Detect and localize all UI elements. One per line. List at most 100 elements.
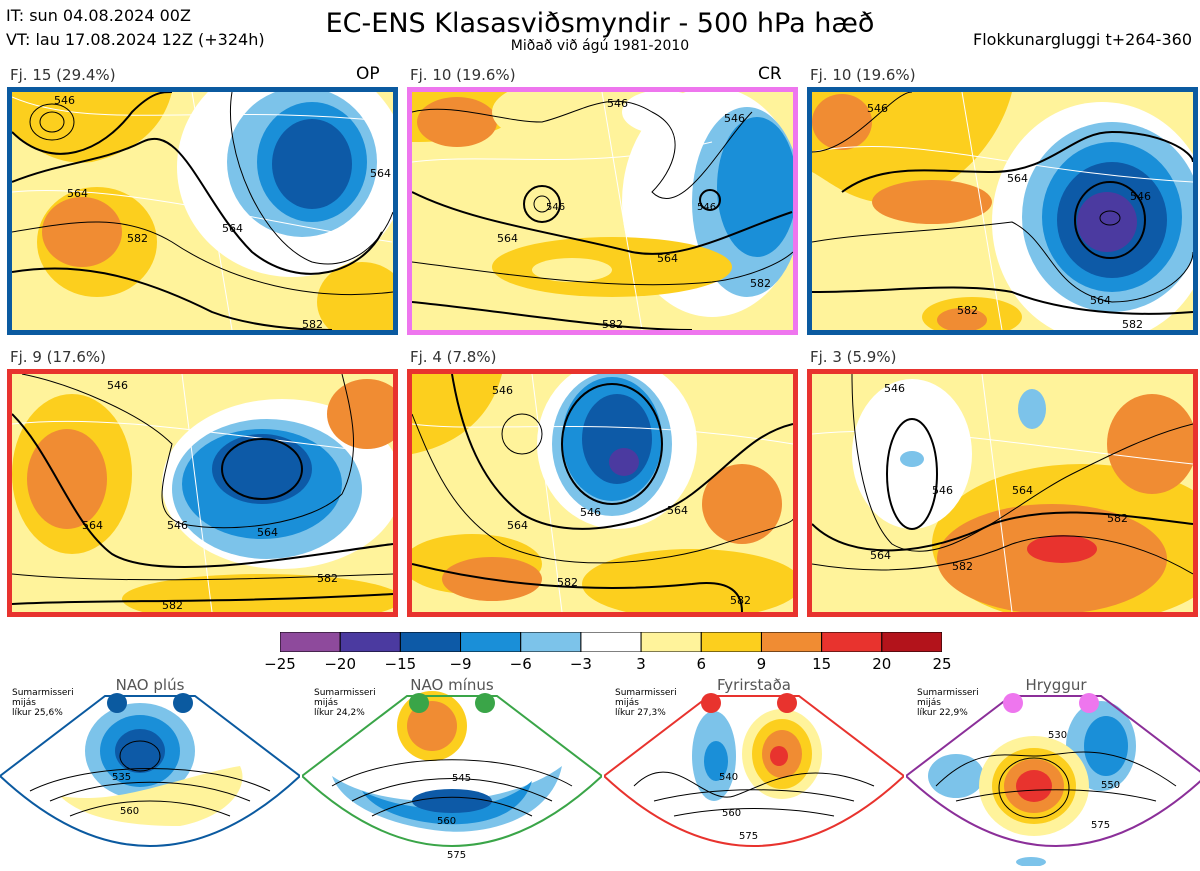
colorbar-tick-label: 25 <box>932 655 952 673</box>
colorbar-segment <box>460 632 522 652</box>
panel-3-contour-label: 546 <box>867 102 888 115</box>
panel-2-contour-label: 564 <box>657 252 678 265</box>
cluster-map-6: 546 546 564 564 582 582 <box>807 369 1198 617</box>
regime-1-contour-label: 560 <box>120 806 139 817</box>
panel-6-contour-label: 564 <box>1012 484 1033 497</box>
panel-1-contour-label: 564 <box>67 187 88 200</box>
regime-2-map: 545 560 575 <box>302 691 602 861</box>
regime-4-map: 530 550 575 <box>906 693 1200 866</box>
cluster-map-2: 546 546 546 546 564 564 582 582 <box>407 87 798 335</box>
init-time: IT: sun 04.08.2024 00Z <box>6 6 191 25</box>
panel-4-contour-label: 546 <box>107 379 128 392</box>
panel-5-contour-label: 564 <box>667 504 688 517</box>
panel-1-tag: OP <box>356 64 380 84</box>
colorbar-segment <box>640 632 702 652</box>
panel-1-contour-label: 546 <box>54 94 75 107</box>
colorbar-tick-label: −3 <box>569 655 592 673</box>
regime-1-info: Sumarmisseri mijás líkur 25,6% <box>12 688 74 718</box>
panel-1-contour-label: 564 <box>222 222 243 235</box>
panel-3-label: Fj. 10 (19.6%) <box>810 66 916 84</box>
regime-4-likelihood: líkur 22,9% <box>917 708 968 718</box>
regime-1-map: 535 560 <box>0 693 300 847</box>
panel-1-contour-label: 582 <box>127 232 148 245</box>
cluster-map-3: 546 564 546 564 582 582 <box>807 87 1198 335</box>
panel-6-contour-label: 582 <box>952 560 973 573</box>
panel-3-contour-label: 564 <box>1007 172 1028 185</box>
regime-2-name: NAO mínus <box>410 676 494 694</box>
colorbar-segment <box>399 632 462 652</box>
panel-3-contour-label: 546 <box>1130 190 1151 203</box>
colorbar-tick-label: −20 <box>324 655 356 673</box>
regime-4-contour-label: 575 <box>1091 820 1110 831</box>
panel-2-contour-label: 564 <box>497 232 518 245</box>
panel-5-label: Fj. 4 (7.8%) <box>410 348 497 366</box>
regime-2-info: Sumarmisseri mijás líkur 24,2% <box>314 688 376 718</box>
regime-1-contour-label: 535 <box>112 772 131 783</box>
regime-3-contour-label: 575 <box>739 831 758 842</box>
panel-5-contour-label: 546 <box>492 384 513 397</box>
colorbar-segment <box>520 632 582 652</box>
regime-4-season: Sumarmisseri <box>917 688 979 698</box>
colorbar-segment <box>580 632 642 652</box>
regime-1-tier: mijás <box>12 698 36 708</box>
panel-4-contour-label: 564 <box>82 519 103 532</box>
regime-4-contour-label: 530 <box>1048 730 1067 741</box>
colorbar-tick-label: −6 <box>509 655 532 673</box>
panel-4-contour-label: 564 <box>257 526 278 539</box>
panel-4-label: Fj. 9 (17.6%) <box>10 348 106 366</box>
panel-4-contour-label: 582 <box>317 572 338 585</box>
regime-3-name: Fyrirstaða <box>717 676 791 694</box>
panel-6-label: Fj. 3 (5.9%) <box>810 348 897 366</box>
regime-3-info: Sumarmisseri mijás líkur 27,3% <box>615 688 677 718</box>
colorbar-segment <box>700 632 762 652</box>
panel-2-tag: CR <box>758 64 782 84</box>
regime-2-contour-label: 545 <box>452 773 471 784</box>
panel-2-label: Fj. 10 (19.6%) <box>410 66 516 84</box>
regime-2-contour-label: 560 <box>437 816 456 827</box>
regime-2-likelihood: líkur 24,2% <box>314 708 365 718</box>
colorbar-tick-label: 3 <box>636 655 646 673</box>
panel-6-contour-label: 546 <box>884 382 905 395</box>
panel-5-contour-label: 564 <box>507 519 528 532</box>
colorbar-segment <box>821 632 883 652</box>
regime-4-info: Sumarmisseri mijás líkur 22,9% <box>917 688 979 718</box>
panel-1-contour-label: 582 <box>302 318 323 330</box>
panel-6-contour-label: 564 <box>870 549 891 562</box>
classification-window: Flokkunargluggi t+264-360 <box>973 30 1192 49</box>
colorbar-tick-label: −9 <box>449 655 472 673</box>
regime-2-season: Sumarmisseri <box>314 688 376 698</box>
colorbar <box>280 632 942 652</box>
colorbar-tick-label: 20 <box>872 655 892 673</box>
panel-2-contour-label: 546 <box>697 202 716 213</box>
colorbar-segment <box>339 632 401 652</box>
panel-3-contour-label: 582 <box>957 304 978 317</box>
panel-5-contour-label: 582 <box>557 576 578 589</box>
cluster-map-4: 546 564 546 564 582 582 <box>7 369 398 617</box>
panel-2-contour-label: 546 <box>724 112 745 125</box>
panel-5-contour-label: 546 <box>580 506 601 519</box>
panel-2-contour-label: 546 <box>546 202 565 213</box>
regime-2-tier: mijás <box>314 698 338 708</box>
cluster-map-5: 546 546 564 564 582 582 <box>407 369 798 617</box>
panel-2-contour-label: 582 <box>750 277 771 290</box>
panel-6-contour-label: 582 <box>1107 512 1128 525</box>
regime-4-tier: mijás <box>917 698 941 708</box>
colorbar-segment <box>280 632 341 652</box>
regime-3-map: 540 560 575 <box>604 693 904 847</box>
panel-3-contour-label: 582 <box>1122 318 1143 330</box>
colorbar-segment <box>881 632 942 652</box>
colorbar-tick-label: −15 <box>384 655 417 673</box>
colorbar-tick-label: 6 <box>696 655 707 673</box>
colorbar-tick-label: −25 <box>264 655 296 673</box>
regime-3-contour-label: 540 <box>719 772 738 783</box>
page-title: EC-ENS Klasasviðsmyndir - 500 hPa hæð <box>325 8 875 39</box>
panel-4-contour-label: 582 <box>162 599 183 612</box>
colorbar-segment <box>760 632 823 652</box>
regime-4-name: Hryggur <box>1025 676 1087 694</box>
regime-2-contour-label: 575 <box>447 850 466 861</box>
valid-time: VT: lau 17.08.2024 12Z (+324h) <box>6 30 265 49</box>
panel-6-contour-label: 546 <box>932 484 953 497</box>
page-subtitle: Miðað við ágú 1981-2010 <box>510 38 690 54</box>
regime-4-contour-label: 550 <box>1101 780 1120 791</box>
panel-1-label: Fj. 15 (29.4%) <box>10 66 116 84</box>
